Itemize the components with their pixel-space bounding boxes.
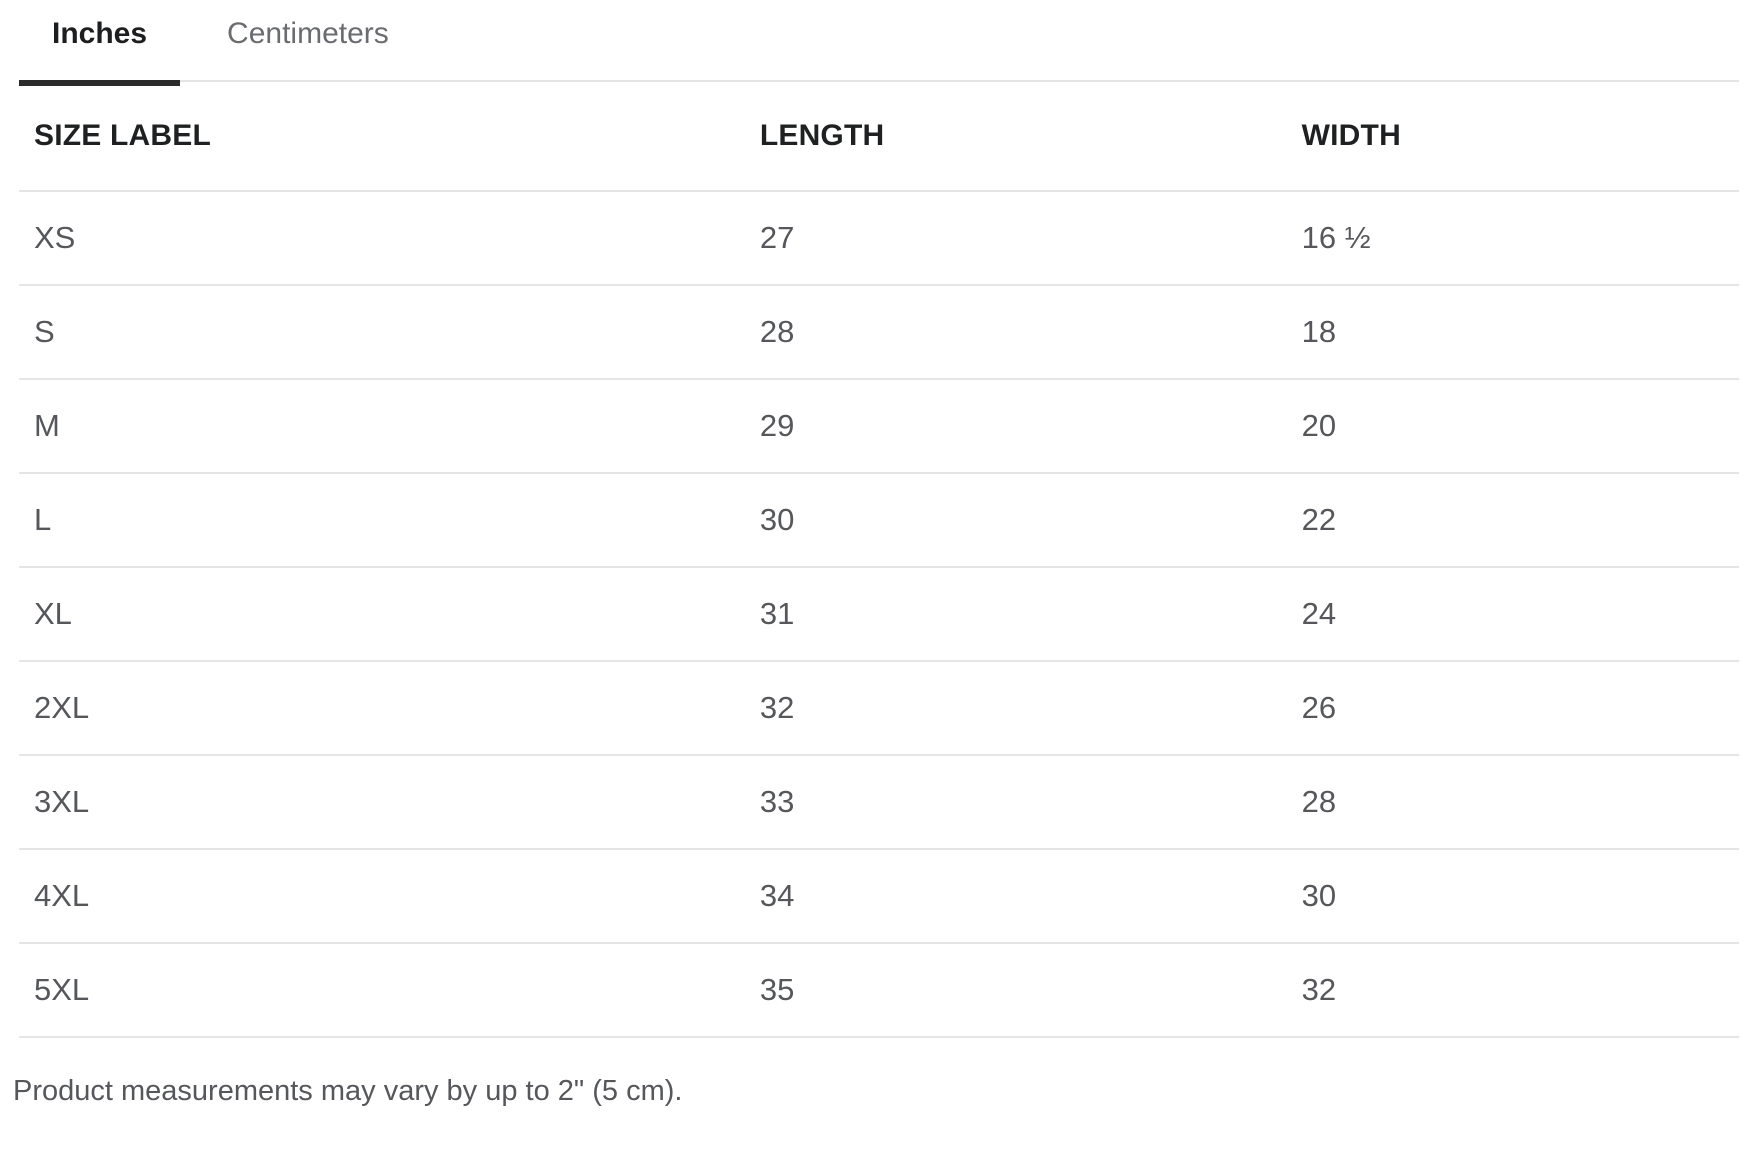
table-header-row: SIZE LABEL LENGTH WIDTH <box>19 82 1739 191</box>
length-cell: 31 <box>759 596 795 631</box>
column-header-length: LENGTH <box>759 119 885 152</box>
column-header-width: WIDTH <box>1301 119 1401 152</box>
tab-centimeters[interactable]: Centimeters <box>227 17 389 50</box>
table-row: XS 27 16 ½ <box>19 191 1739 285</box>
length-cell: 34 <box>759 878 795 913</box>
length-cell: 29 <box>759 408 795 443</box>
size-cell: 5XL <box>34 972 90 1007</box>
size-cell: 2XL <box>34 690 90 725</box>
size-cell: L <box>34 502 52 537</box>
width-cell: 18 <box>1301 314 1337 349</box>
length-cell: 27 <box>759 220 795 255</box>
unit-tabs: Inches Centimeters <box>19 0 1739 86</box>
size-cell: XL <box>34 596 72 631</box>
table-row: 3XL 33 28 <box>19 755 1739 849</box>
table-row: XL 31 24 <box>19 567 1739 661</box>
width-cell: 16 ½ <box>1301 220 1371 255</box>
size-chart-table: SIZE LABEL LENGTH WIDTH XS 27 16 ½ S 28 18 M 29… <box>19 82 1739 1038</box>
width-cell: 26 <box>1301 690 1337 725</box>
length-cell: 28 <box>759 314 795 349</box>
width-cell: 20 <box>1301 408 1337 443</box>
size-cell: S <box>34 314 55 349</box>
size-guide-panel: Inches Centimeters SIZE LABEL LENGTH WID… <box>13 0 1739 1107</box>
width-cell: 32 <box>1301 972 1337 1007</box>
width-cell: 30 <box>1301 878 1337 913</box>
size-cell: 3XL <box>34 784 90 819</box>
table-row: S 28 18 <box>19 285 1739 379</box>
table-row: 5XL 35 32 <box>19 943 1739 1037</box>
size-cell: 4XL <box>34 878 90 913</box>
table-row: M 29 20 <box>19 379 1739 473</box>
table-row: L 30 22 <box>19 473 1739 567</box>
size-cell: M <box>34 408 60 443</box>
length-cell: 30 <box>759 502 795 537</box>
length-cell: 32 <box>759 690 795 725</box>
measurement-disclaimer: Product measurements may vary by up to 2… <box>13 1075 683 1107</box>
length-cell: 33 <box>759 784 795 819</box>
width-cell: 24 <box>1301 596 1337 631</box>
length-cell: 35 <box>759 972 795 1007</box>
tab-inches[interactable]: Inches <box>19 16 181 86</box>
width-cell: 22 <box>1301 502 1337 537</box>
size-cell: XS <box>34 220 76 255</box>
table-row: 4XL 34 30 <box>19 849 1739 943</box>
column-header-size-label: SIZE LABEL <box>34 119 212 152</box>
table-row: 2XL 32 26 <box>19 661 1739 755</box>
width-cell: 28 <box>1301 784 1337 819</box>
